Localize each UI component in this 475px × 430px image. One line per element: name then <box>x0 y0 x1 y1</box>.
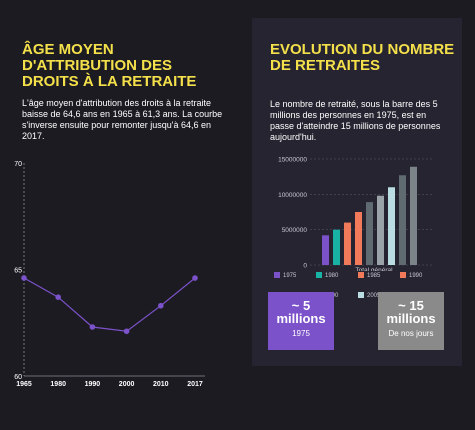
y-tick-label: 65 <box>14 268 22 275</box>
x-tick-label: 2000 <box>119 381 135 388</box>
bar-1990 <box>355 212 362 265</box>
left-panel: ÂGE MOYEN D'ATTRIBUTION DES DROITS À LA … <box>14 41 223 389</box>
x-tick-label: 1990 <box>85 381 101 388</box>
y-tick-label: 10000000 <box>278 192 307 199</box>
legend-label: 1985 <box>367 273 381 279</box>
legend-swatch <box>274 272 280 278</box>
stat-1975-label: 1975 <box>292 329 310 338</box>
legend-swatch <box>400 272 406 278</box>
x-tick-label: 2017 <box>187 381 203 388</box>
stat-now-box: ~ 15 millions De nos jours <box>378 292 444 350</box>
bar-1995 <box>366 202 373 265</box>
right-panel: EVOLUTION DU NOMBRE DE RETRAITES Le nomb… <box>252 18 462 366</box>
legend-label: 2005 <box>367 293 381 299</box>
data-point <box>123 328 130 335</box>
right-description: Le nombre de retraité, sous la barre des… <box>270 99 441 142</box>
legend-label: 1990 <box>409 273 423 279</box>
x-axis-label: Total général <box>355 267 393 271</box>
stat-now-value: ~ 15 millions <box>386 298 436 326</box>
bar-2005 <box>388 187 395 265</box>
bar-1975 <box>322 235 329 265</box>
data-point <box>89 324 96 330</box>
data-point <box>158 302 164 309</box>
legend-swatch <box>358 272 364 278</box>
bar-2015 <box>410 166 417 265</box>
y-tick-label: 15000000 <box>278 157 307 164</box>
legend-item-2005: 2005 <box>358 292 400 299</box>
bar-2010 <box>399 175 406 265</box>
x-tick-label: 1965 <box>16 381 32 388</box>
y-tick-label: 70 <box>14 161 22 168</box>
y-tick-label: 60 <box>14 374 22 381</box>
legend-swatch <box>358 292 364 298</box>
stat-1975-box: ~ 5 millions 1975 <box>268 292 334 350</box>
age-line <box>23 277 196 332</box>
y-tick-label: 5000000 <box>282 227 308 234</box>
legend-label: 1975 <box>283 273 297 279</box>
bar-2000 <box>377 195 384 265</box>
stat-now-label: De nos jours <box>388 329 434 338</box>
stat-1975-value: ~ 5 millions <box>276 298 326 326</box>
legend-item-1980: 1980 <box>316 272 358 279</box>
left-description: L'âge moyen d'attribution des droits à l… <box>22 98 223 141</box>
x-tick-label: 1980 <box>50 381 66 388</box>
legend-swatch <box>316 272 322 278</box>
age-line-chart: 60 65 70 1965 1980 1990 2000 2010 2017 <box>14 161 205 388</box>
retirees-bar-chart: 0 5000000 10000000 15000000 Total général <box>278 157 432 271</box>
bar-1980 <box>333 229 340 265</box>
left-title: ÂGE MOYEN D'ATTRIBUTION DES DROITS À LA … <box>22 41 197 90</box>
legend-item-1975: 1975 <box>274 272 316 279</box>
data-point <box>192 275 198 281</box>
legend-item-1990: 1990 <box>400 272 442 279</box>
bar-1985 <box>344 222 351 265</box>
y-tick-label: 0 <box>303 263 307 270</box>
data-point <box>21 275 27 281</box>
right-title: EVOLUTION DU NOMBRE DE RETRAITES <box>270 41 455 74</box>
legend-label: 1980 <box>325 273 339 279</box>
x-tick-label: 2010 <box>153 381 169 388</box>
data-point <box>55 294 61 300</box>
legend-item-1985: 1985 <box>358 272 400 279</box>
